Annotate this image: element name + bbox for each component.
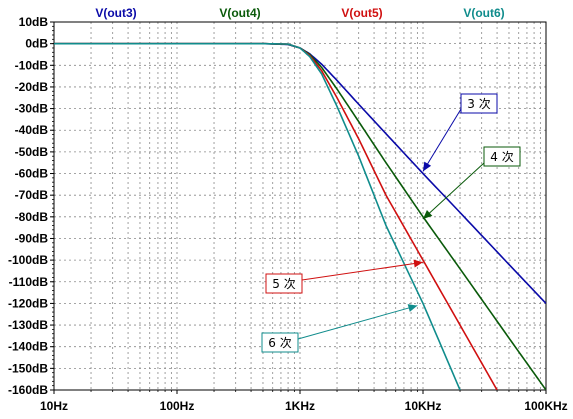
y-tick-label: 10dB bbox=[19, 15, 49, 29]
legend-entry: V(out3) bbox=[95, 6, 136, 20]
x-tick-label: 10KHz bbox=[405, 399, 442, 413]
annotations: 3 次 4 次 5 次 6 次 bbox=[261, 93, 521, 353]
y-tick-label: -110dB bbox=[9, 275, 49, 289]
y-tick-label: -70dB bbox=[15, 188, 49, 202]
y-tick-label: -30dB bbox=[15, 102, 49, 116]
x-tick-label: 1KHz bbox=[285, 399, 315, 413]
y-tick-label: -80dB bbox=[15, 210, 49, 224]
annotation-arrow bbox=[422, 162, 485, 220]
y-tick-label: -40dB bbox=[15, 123, 49, 137]
series-line-6 bbox=[54, 42, 461, 390]
annotation-arrow bbox=[301, 261, 424, 281]
y-tick-label: -150dB bbox=[8, 361, 48, 375]
y-tick-label: -160dB bbox=[8, 383, 48, 397]
annotation-box bbox=[460, 93, 498, 114]
x-tick-label: 100Hz bbox=[160, 399, 195, 413]
annotation-arrowhead bbox=[413, 259, 423, 268]
y-tick-label: -20dB bbox=[15, 80, 49, 94]
annotation-box bbox=[261, 332, 299, 353]
annotation-arrowhead bbox=[407, 304, 418, 312]
annotation-arrow bbox=[422, 108, 462, 172]
y-tick-label: 0dB bbox=[25, 37, 48, 51]
y-tick-label: -50dB bbox=[15, 145, 49, 159]
annotation-arrow bbox=[297, 305, 418, 340]
y-tick-label: -140dB bbox=[8, 340, 48, 354]
annotation-label: 6 次 bbox=[268, 336, 291, 350]
y-tick-label: -120dB bbox=[8, 296, 48, 310]
y-tick-label: -90dB bbox=[15, 231, 49, 245]
annotation-arrowhead bbox=[423, 161, 432, 172]
series-lines bbox=[54, 42, 546, 390]
grid bbox=[54, 22, 546, 390]
legend-entry: V(out6) bbox=[463, 6, 504, 20]
legend: V(out3) V(out4) V(out5) V(out6) bbox=[95, 6, 504, 20]
y-tick-label: -130dB bbox=[8, 318, 48, 332]
annotation-label: 3 次 bbox=[467, 97, 490, 111]
y-tick-label: -60dB bbox=[15, 167, 49, 181]
annotation-arrowhead bbox=[423, 209, 433, 219]
annotation-label: 4 次 bbox=[490, 150, 513, 164]
axes: 10dB 0dB -10dB -20dB -30dB -40dB -50dB -60dB -70… bbox=[8, 15, 568, 413]
annotation-box bbox=[483, 146, 521, 167]
annotation-box bbox=[265, 273, 303, 294]
annotation-label: 5 次 bbox=[272, 277, 295, 291]
y-tick-label: -100dB bbox=[8, 253, 48, 267]
legend-entry: V(out4) bbox=[219, 6, 260, 20]
legend-entry: V(out5) bbox=[341, 6, 382, 20]
x-tick-label: 100KHz bbox=[524, 399, 567, 413]
y-tick-label: -10dB bbox=[15, 58, 49, 72]
x-tick-label: 10Hz bbox=[40, 399, 68, 413]
